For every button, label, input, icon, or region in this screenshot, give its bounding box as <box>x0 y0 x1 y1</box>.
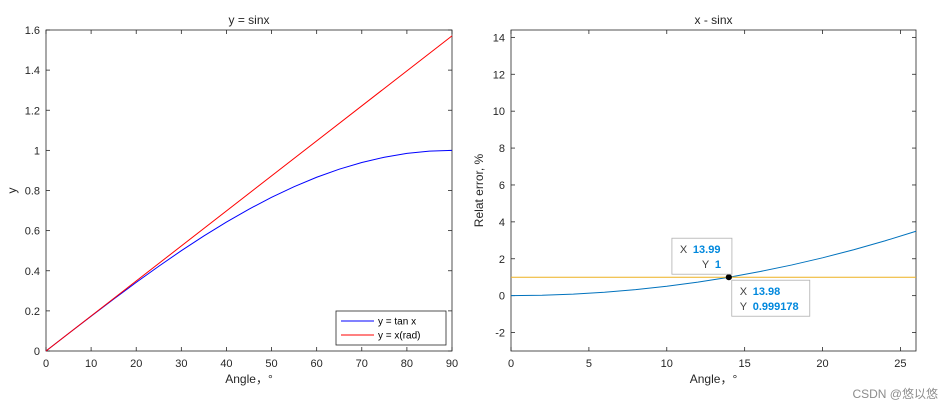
x-tick-label: 20 <box>816 358 828 370</box>
legend-box <box>335 310 447 346</box>
y-tick-label: 1.4 <box>25 65 40 77</box>
x-tick-label: 20 <box>130 358 142 370</box>
series-line-2 <box>45 35 453 352</box>
y-axis-label: y <box>5 188 19 194</box>
y-tick-label: 0.2 <box>25 306 40 318</box>
y-tick-label: 8 <box>499 143 505 155</box>
chart-title: x - sinx <box>694 13 732 27</box>
x-tick-label: 40 <box>220 358 232 370</box>
legend-entry: y = x(rad) <box>378 331 421 342</box>
y-tick-label: 0.6 <box>25 226 40 238</box>
watermark-text: CSDN @悠以悠 <box>852 386 938 401</box>
axes-box <box>510 29 917 352</box>
x-tick-label: 15 <box>739 358 751 370</box>
y-tick-label: 12 <box>493 69 505 81</box>
datatip-1[interactable]: X 13.99 Y 1 <box>671 237 733 275</box>
y-tick-label: 0 <box>34 346 40 358</box>
y-tick-label: 14 <box>493 32 505 44</box>
y-tick-label: 1.6 <box>25 25 40 37</box>
y-tick-label: -2 <box>495 328 505 340</box>
chart-1: 0 10 20 30 40 50 60 70 80 90 0 0.2 0.4 0.6 0.8 1 1.2 1.4 1… <box>5 13 458 386</box>
x-tick-label: 50 <box>265 358 277 370</box>
x-tick-label: 0 <box>43 358 49 370</box>
x-tick-label: 10 <box>661 358 673 370</box>
y-tick-label: 0.8 <box>25 186 40 198</box>
datatip-box <box>731 279 811 317</box>
x-tick-label: 30 <box>175 358 187 370</box>
datatip-y-value: 1 <box>715 259 721 271</box>
series-line-1 <box>510 230 917 297</box>
datatip-y-label: Y <box>702 259 710 271</box>
x-axis-label: Angle，° <box>690 372 738 386</box>
y-tick-label: 0 <box>499 291 505 303</box>
x-tick-label: 60 <box>311 358 323 370</box>
datatip-y-label: Y <box>740 301 748 313</box>
legend: y = tan x y = x(rad) <box>335 310 447 346</box>
y-tick-label: 0.4 <box>25 266 40 278</box>
datatip-x-label: X <box>740 286 748 298</box>
y-tick-label: 1.2 <box>25 105 40 117</box>
datatip-box <box>671 237 733 275</box>
y-tick-label: 2 <box>499 254 505 266</box>
x-axis-label: Angle，° <box>225 372 273 386</box>
datatip-x-value: 13.99 <box>693 244 721 256</box>
chart-title: y = sinx <box>228 13 269 27</box>
x-tick-label: 10 <box>85 358 97 370</box>
x-tick-label: 25 <box>894 358 906 370</box>
y-tick-label: 10 <box>493 106 505 118</box>
legend-entry: y = tan x <box>378 317 416 328</box>
chart-2: 0 5 10 15 20 25 -2 0 2 4 6 8 10 12 14 x - sinx Angle，° Re… <box>472 13 917 386</box>
axes-box <box>45 29 453 352</box>
x-tick-label: 90 <box>446 358 458 370</box>
datatip-2[interactable]: X 13.98 Y 0.999178 <box>731 279 811 317</box>
x-tick-label: 80 <box>401 358 413 370</box>
x-tick-label: 0 <box>508 358 514 370</box>
y-axis-label: Relat error, % <box>472 153 486 227</box>
y-tick-label: 1 <box>34 145 40 157</box>
y-tick-label: 4 <box>499 217 505 229</box>
x-tick-label: 5 <box>586 358 592 370</box>
datatip-x-label: X <box>680 244 688 256</box>
datatip-marker[interactable] <box>725 274 732 281</box>
y-tick-label: 6 <box>499 180 505 192</box>
x-tick-label: 70 <box>356 358 368 370</box>
datatip-x-value: 13.98 <box>753 286 781 298</box>
datatip-y-value: 0.999178 <box>753 301 799 313</box>
